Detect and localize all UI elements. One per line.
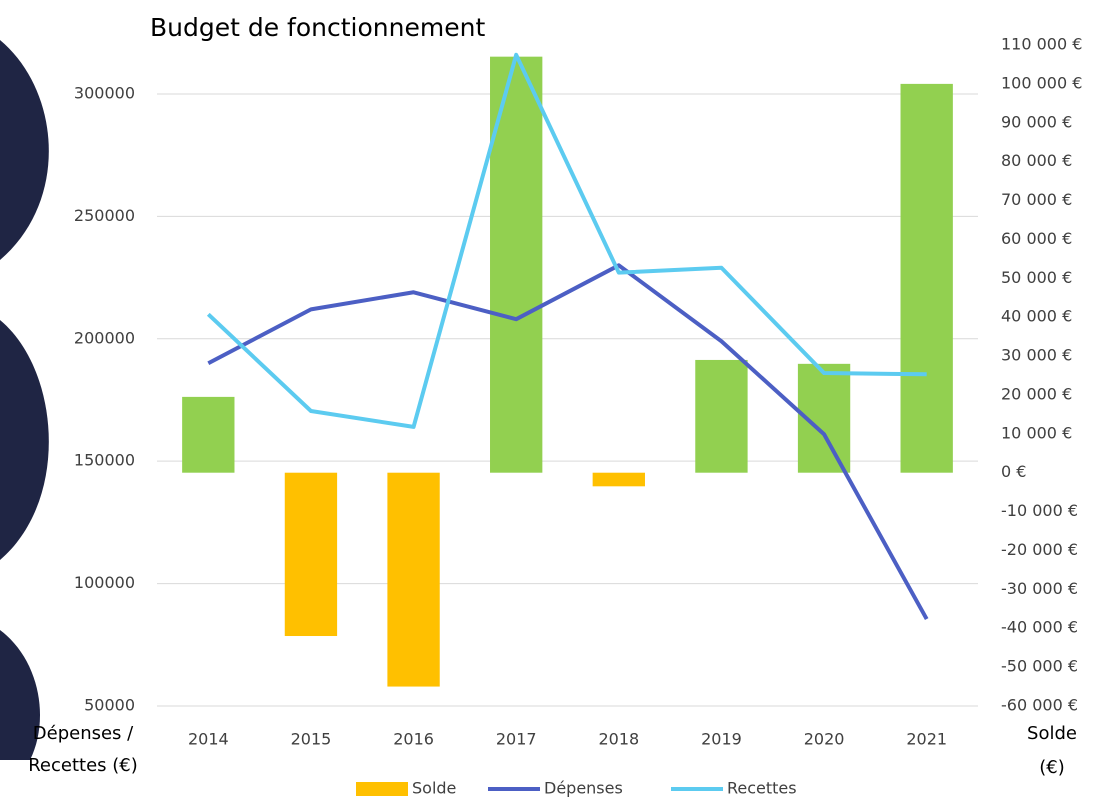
y2-tick-label: 10 000 € xyxy=(1001,423,1072,442)
bar xyxy=(695,359,748,473)
y-tick-label: 200000 xyxy=(74,328,135,347)
bar xyxy=(900,83,953,473)
y2-tick-label: 60 000 € xyxy=(1001,229,1072,248)
y2-tick-label: 100 000 € xyxy=(1001,73,1082,92)
y-tick-label: 150000 xyxy=(74,451,135,470)
chart-title: Budget de fonctionnement xyxy=(150,13,485,42)
y2-tick-label: 70 000 € xyxy=(1001,190,1072,209)
bar xyxy=(387,472,440,687)
legend-swatch xyxy=(356,782,408,796)
legend-label: Solde xyxy=(412,779,456,798)
y-axis-title: Recettes (€) xyxy=(28,755,138,776)
x-tick-label: 2014 xyxy=(188,730,229,749)
y2-tick-label: -30 000 € xyxy=(1001,579,1078,598)
x-tick-label: 2021 xyxy=(906,730,947,749)
y2-tick-label: -40 000 € xyxy=(1001,618,1078,637)
y2-tick-label: 40 000 € xyxy=(1001,307,1072,326)
y-tick-label: 50000 xyxy=(84,696,135,715)
bar xyxy=(182,396,235,473)
x-tick-label: 2015 xyxy=(291,730,332,749)
x-tick-label: 2018 xyxy=(598,730,639,749)
y-axis-title: Dépenses / xyxy=(33,723,134,744)
y2-tick-label: 90 000 € xyxy=(1001,112,1072,131)
bar xyxy=(490,56,543,473)
x-tick-label: 2016 xyxy=(393,730,434,749)
y2-tick-label: -50 000 € xyxy=(1001,657,1078,676)
y2-tick-label: 20 000 € xyxy=(1001,384,1072,403)
decoration xyxy=(0,320,49,560)
y2-tick-label: 50 000 € xyxy=(1001,268,1072,287)
bar xyxy=(592,472,645,487)
decoration xyxy=(0,630,40,760)
decoration xyxy=(0,40,49,260)
y2-tick-label: -20 000 € xyxy=(1001,540,1078,559)
y-tick-label: 100000 xyxy=(74,573,135,592)
y2-axis-title: (€) xyxy=(1039,757,1065,778)
y2-tick-label: -60 000 € xyxy=(1001,696,1078,715)
x-tick-label: 2020 xyxy=(804,730,845,749)
y2-tick-label: -10 000 € xyxy=(1001,501,1078,520)
y2-axis-title: Solde xyxy=(1027,723,1077,744)
y2-tick-label: 30 000 € xyxy=(1001,346,1072,365)
legend-label: Recettes xyxy=(727,779,797,798)
x-tick-label: 2019 xyxy=(701,730,742,749)
y-tick-label: 300000 xyxy=(74,83,135,102)
line xyxy=(207,263,929,621)
y2-tick-label: 80 000 € xyxy=(1001,151,1072,170)
y-tick-label: 250000 xyxy=(74,206,135,225)
x-tick-label: 2017 xyxy=(496,730,537,749)
legend-label: Dépenses xyxy=(544,779,623,798)
y2-tick-label: 110 000 € xyxy=(1001,35,1082,54)
bar xyxy=(284,472,338,637)
line xyxy=(206,52,927,429)
y2-tick-label: 0 € xyxy=(1001,462,1026,481)
